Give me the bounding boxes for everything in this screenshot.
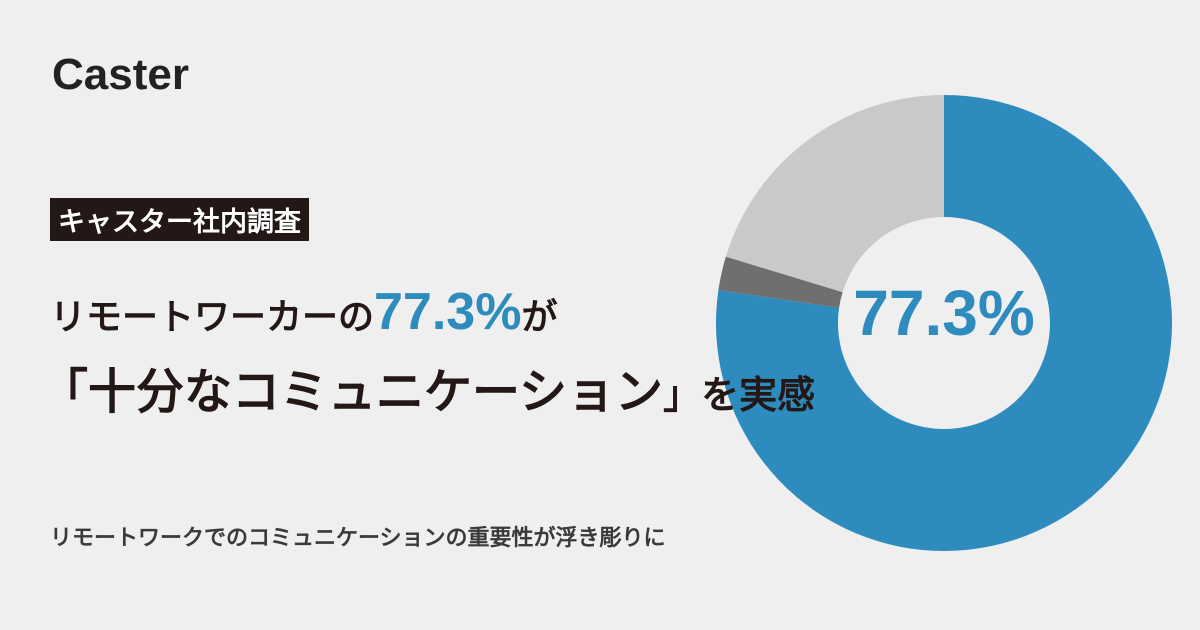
badge: キャスター社内調査 bbox=[50, 198, 309, 241]
headline-text: 」を実感 bbox=[663, 373, 816, 417]
center-label: 77.3% bbox=[853, 277, 1034, 349]
subtitle: リモートワークでのコミュニケーションの重要性が浮き彫りに bbox=[50, 526, 666, 551]
brand-logo: Caster bbox=[52, 50, 189, 99]
headline-emphasis: 十分なコミュニケーション bbox=[88, 364, 664, 420]
headline-text: が bbox=[521, 297, 558, 338]
headline-text: リモートワーカーの bbox=[50, 297, 375, 338]
donut-slice bbox=[718, 256, 843, 308]
headline-line1: リモートワーカーの77.3%が bbox=[50, 282, 557, 342]
headline-line2: 「十分なコミュニケーション」を実感 bbox=[40, 352, 815, 422]
donut-slice bbox=[716, 95, 1172, 551]
headline-text: 「 bbox=[40, 364, 89, 420]
donut-slice bbox=[725, 95, 944, 293]
headline-percent: 77.3% bbox=[374, 283, 522, 341]
